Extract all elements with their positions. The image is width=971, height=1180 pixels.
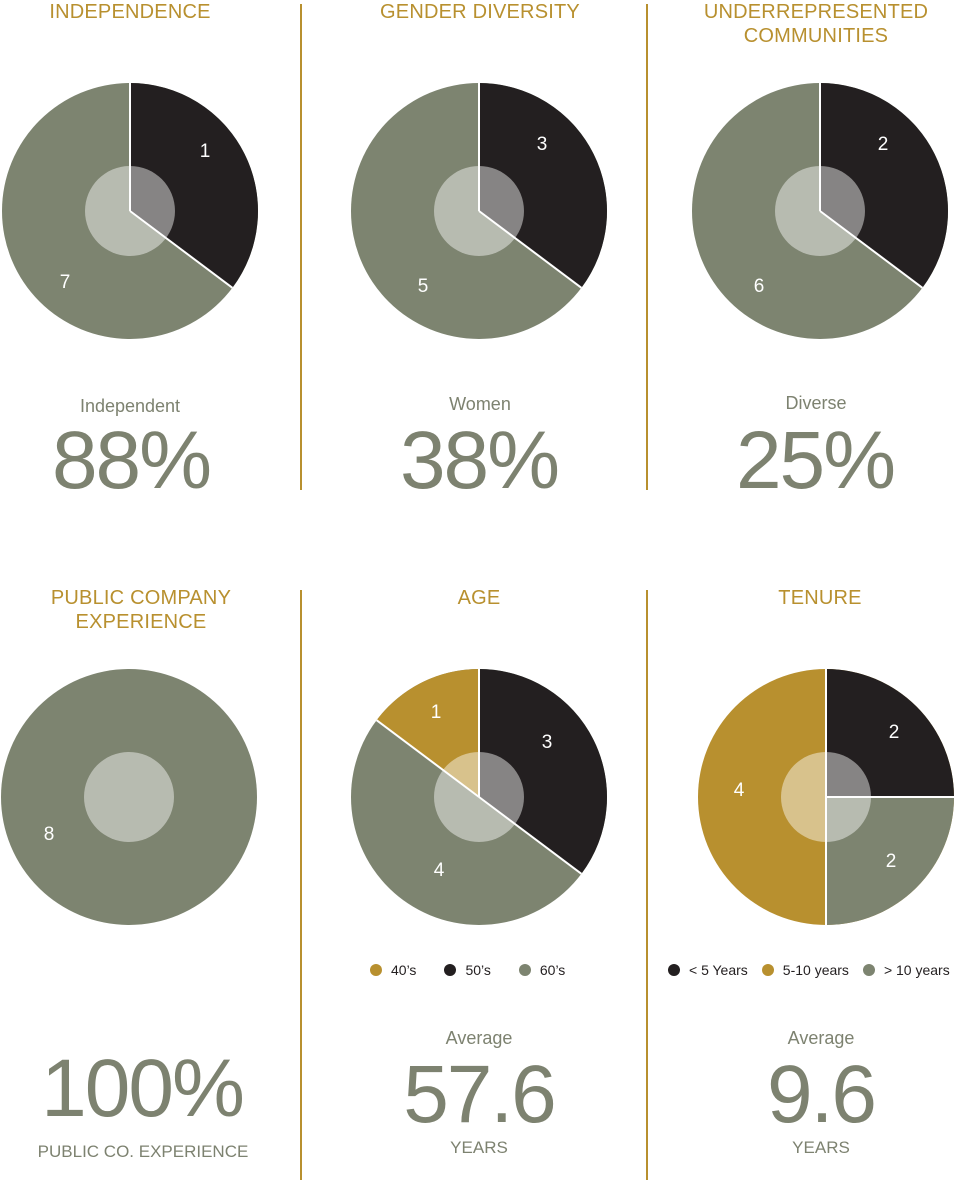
legend-item-over-10: > 10 years <box>862 962 950 978</box>
age-unit: YEARS <box>450 1138 508 1157</box>
svg-text:2: 2 <box>886 851 897 872</box>
gender-caption: Women <box>449 394 511 414</box>
legend-item-60s: 60’s <box>518 962 566 978</box>
underrepresented-title-line1: UNDERREPRESENTED <box>703 1 929 23</box>
underrepresented-caption: Diverse <box>785 393 847 413</box>
divider <box>646 590 648 1180</box>
svg-text:5: 5 <box>418 276 429 297</box>
underrepresented-pie-chart: 2 6 <box>692 83 948 339</box>
gender-pie-chart: 3 5 <box>351 83 607 339</box>
tenure-value: 9.6 <box>767 1049 877 1140</box>
svg-text:1: 1 <box>431 702 442 723</box>
svg-text:2: 2 <box>889 722 900 743</box>
svg-text:3: 3 <box>537 134 548 155</box>
independence-value: 88% <box>51 415 212 506</box>
age-legend: 40’s 50’s 60’s <box>370 962 581 978</box>
tenure-title: TENURE <box>778 587 862 609</box>
age-value: 57.6 <box>403 1049 557 1140</box>
legend-dot-icon <box>444 964 457 976</box>
legend-dot-icon <box>370 964 382 976</box>
public-company-value: 100% <box>41 1043 245 1134</box>
tenure-unit: YEARS <box>792 1138 850 1157</box>
legend-label: < 5 Years <box>689 962 748 978</box>
svg-text:4: 4 <box>734 780 745 801</box>
svg-text:1: 1 <box>200 141 211 162</box>
tenure-caption: Average <box>787 1028 855 1048</box>
legend-dot-icon <box>668 964 680 976</box>
underrepresented-title-line2: COMMUNITIES <box>743 25 889 47</box>
independence-title: INDEPENDENCE <box>49 1 211 23</box>
age-caption: Average <box>445 1028 513 1048</box>
public-company-caption: PUBLIC CO. EXPERIENCE <box>37 1142 249 1161</box>
legend-item-40s: 40’s <box>370 962 428 978</box>
gender-value: 38% <box>399 415 560 506</box>
svg-text:3: 3 <box>542 732 553 753</box>
svg-text:4: 4 <box>434 860 445 881</box>
public-company-title-line2: EXPERIENCE <box>75 611 207 633</box>
legend-label: 60’s <box>539 962 566 978</box>
age-pie-chart: 1 3 4 <box>351 669 607 925</box>
divider <box>646 4 648 490</box>
tenure-pie-chart: 2 2 4 <box>698 669 954 925</box>
divider <box>300 590 302 1180</box>
legend-item-50s: 50’s <box>444 962 502 978</box>
legend-dot-icon <box>862 964 875 976</box>
legend-dot-icon <box>518 964 531 976</box>
legend-label: 40’s <box>391 962 417 978</box>
svg-text:6: 6 <box>754 276 765 297</box>
svg-text:7: 7 <box>60 272 71 293</box>
legend-item-under-5: < 5 Years <box>668 962 748 978</box>
legend-label: 50’s <box>465 962 491 978</box>
age-title: AGE <box>457 587 501 609</box>
public-company-title-line1: PUBLIC COMPANY <box>50 587 232 609</box>
independence-pie-chart: 1 7 <box>2 83 258 339</box>
underrepresented-value: 25% <box>735 415 896 506</box>
legend-label: > 10 years <box>883 962 950 978</box>
svg-text:8: 8 <box>44 824 55 845</box>
svg-text:2: 2 <box>878 134 889 155</box>
divider <box>300 4 302 490</box>
tenure-legend: < 5 Years 5-10 years > 10 years <box>668 962 950 978</box>
public-company-pie-chart: 8 <box>1 669 257 925</box>
gender-diversity-title: GENDER DIVERSITY <box>380 1 580 23</box>
legend-label: 5-10 years <box>782 962 849 978</box>
legend-item-5-10: 5-10 years <box>761 962 849 978</box>
independence-caption: Independent <box>79 396 181 416</box>
legend-dot-icon <box>761 964 774 976</box>
